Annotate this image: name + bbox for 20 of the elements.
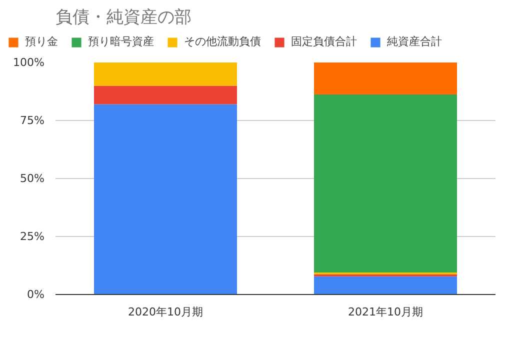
bar [94,86,237,104]
legend-label: その他流動負債 [184,34,261,49]
bar [314,62,457,95]
y-tick-label: 25% [20,230,45,243]
bar [314,272,457,275]
legend-label: 純資産合計 [387,34,442,49]
x-tick-label: 2020年10月期 [128,306,204,318]
y-tick-label: 50% [20,172,45,185]
chart-title: 負債・純資産の部 [56,8,192,28]
legend-label: 預り金 [25,34,58,49]
legend-label: 固定負債合計 [291,34,357,49]
x-tick-label: 2021年10月期 [348,306,424,318]
legend-label: 預り暗号資産 [88,34,154,49]
y-tick-label: 0% [27,288,44,301]
y-tick-label: 75% [20,114,45,127]
bar [314,276,457,294]
bar [314,94,457,272]
y-tick-label: 100% [13,56,45,69]
bar [94,62,237,86]
bar [94,104,237,294]
